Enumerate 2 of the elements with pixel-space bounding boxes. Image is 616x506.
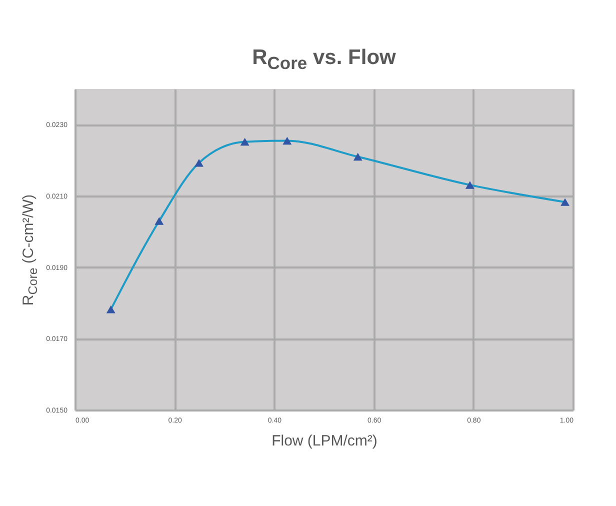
x-axis-title: Flow (LPM/cm²) — [272, 432, 378, 450]
chart-title: R$_{Core}$ vs. Flow — [251, 46, 397, 74]
